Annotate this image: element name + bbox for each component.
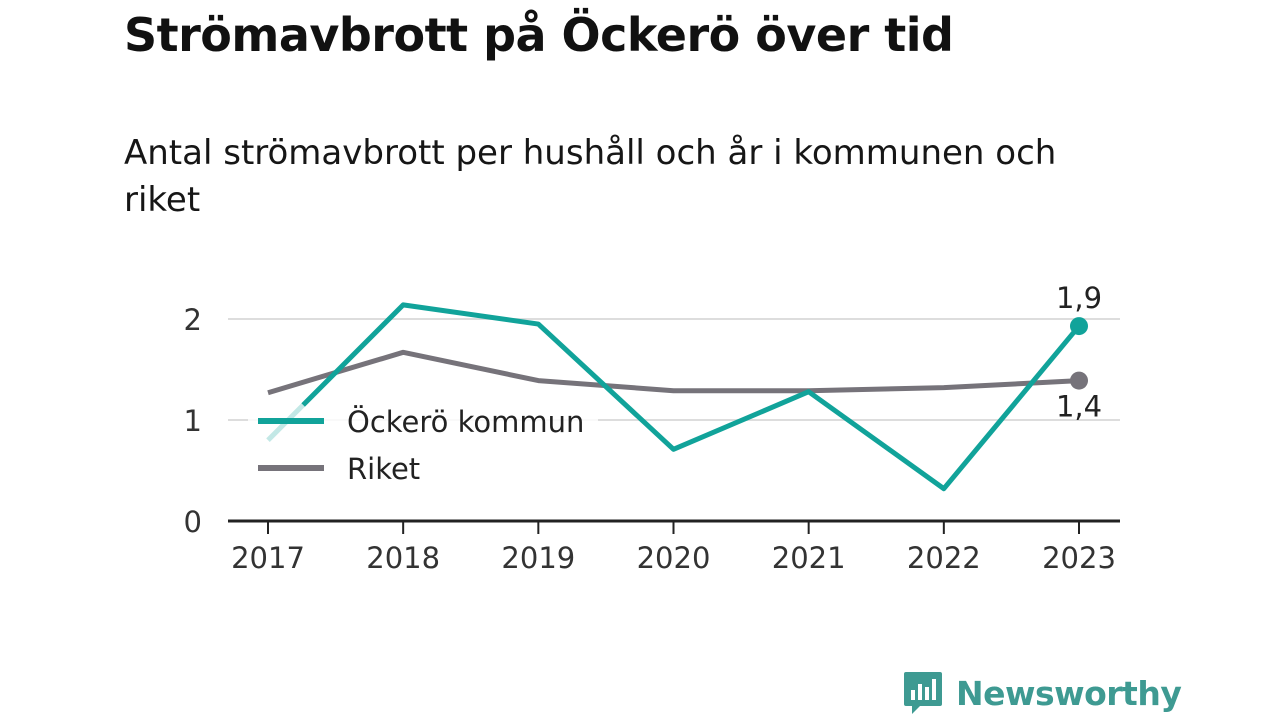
x-tick-label: 2022 — [907, 541, 981, 575]
end-value-label: 1,4 — [1056, 390, 1102, 424]
bar-chart-speech-bubble-icon — [904, 672, 942, 714]
x-tick-label: 2023 — [1042, 541, 1116, 575]
y-tick-label: 1 — [184, 404, 202, 438]
x-tick-label: 2019 — [501, 541, 575, 575]
series-line-riket — [267, 349, 1080, 396]
series-end-point — [1070, 317, 1088, 336]
chart-title: Strömavbrott på Öckerö över tid — [124, 8, 954, 62]
y-axis-ticks: 0 1 2 — [184, 303, 202, 539]
brand-name: Newsworthy — [956, 673, 1182, 713]
x-tick-label: 2021 — [772, 541, 846, 575]
x-tick-label: 2017 — [231, 541, 305, 575]
legend-label: Öckerö kommun — [347, 405, 584, 439]
newsworthy-logo: Newsworthy — [902, 670, 1182, 716]
end-value-label: 1,9 — [1056, 281, 1102, 315]
y-tick-label: 2 — [184, 303, 202, 337]
series-line-faded-segment — [266, 403, 305, 442]
x-axis: 2017 2018 2019 2020 2021 2022 2023 — [228, 519, 1120, 575]
y-tick-label: 0 — [184, 505, 202, 539]
legend-label: Riket — [347, 452, 420, 486]
x-tick-label: 2020 — [637, 541, 711, 575]
chart-subtitle: Antal strömavbrott per hushåll och år i … — [124, 133, 1057, 220]
legend: Öckerö kommun Riket — [248, 396, 598, 489]
series-lines — [266, 302, 1088, 492]
series-line-ockero — [301, 302, 1081, 492]
end-labels: 1,9 1,4 — [1056, 281, 1102, 424]
x-tick-label: 2018 — [366, 541, 440, 575]
series-end-point — [1070, 371, 1088, 390]
